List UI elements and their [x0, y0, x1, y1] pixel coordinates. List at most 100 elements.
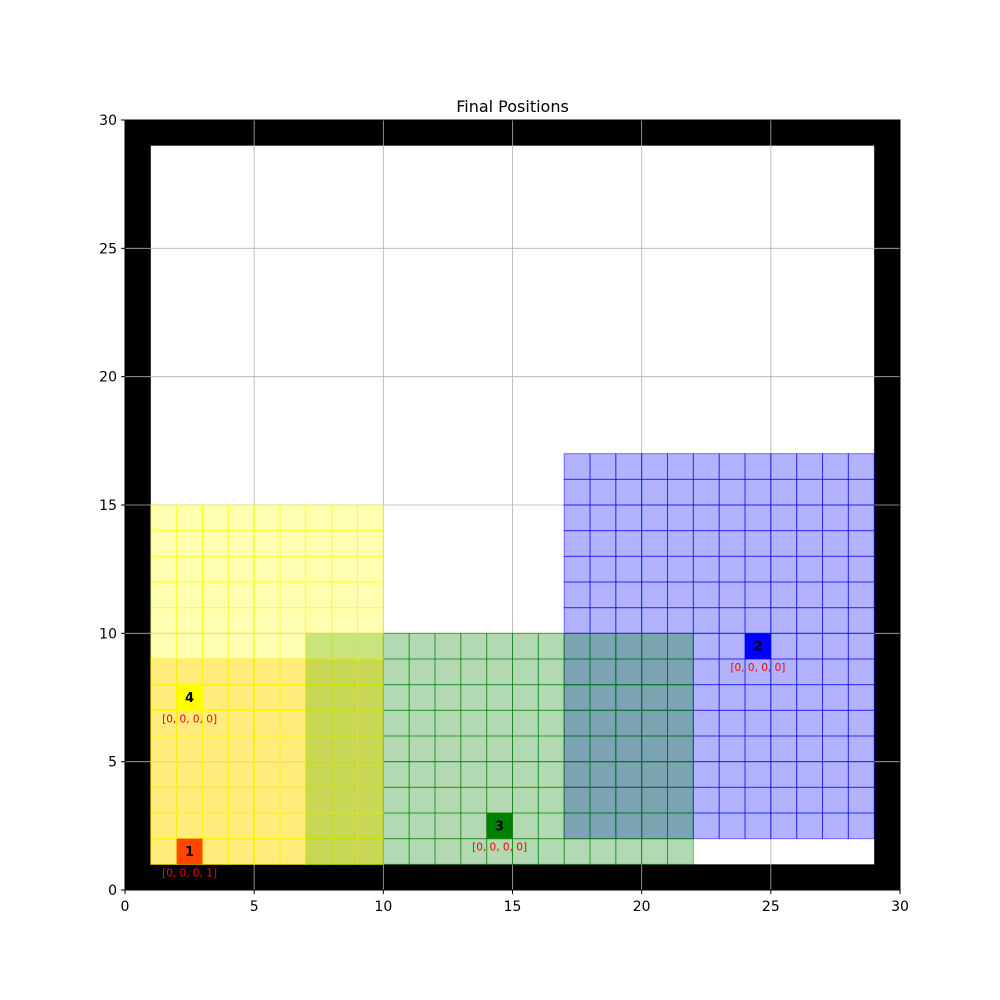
- region-cell: [744, 658, 772, 686]
- region-cell: [176, 581, 204, 609]
- region-cell: [796, 684, 824, 711]
- region-cell: [692, 555, 720, 583]
- region-cell: [641, 786, 669, 814]
- region-cell: [150, 632, 178, 660]
- region-cell: [667, 786, 694, 814]
- region-cell: [822, 504, 849, 532]
- region-cell: [692, 658, 720, 686]
- region-cell: [357, 504, 384, 532]
- region-cell: [512, 735, 539, 763]
- x-tick-label: 5: [250, 899, 259, 915]
- region-cell: [537, 786, 565, 814]
- region-cell: [279, 709, 307, 737]
- region-cell: [253, 684, 281, 711]
- region-cell: [176, 632, 204, 660]
- region-cell: [718, 761, 746, 788]
- region-cell: [744, 453, 772, 480]
- region-cell: [847, 453, 875, 480]
- y-tick-label: 10: [99, 626, 117, 642]
- region-cell: [331, 838, 358, 865]
- region-cell: [563, 786, 591, 814]
- region-cell: [589, 786, 617, 814]
- region-cell: [718, 735, 746, 763]
- region-cell: [512, 786, 539, 814]
- region-cell: [589, 709, 617, 737]
- region-cell: [512, 761, 539, 788]
- region-cell: [744, 684, 772, 711]
- region-cell: [227, 838, 255, 865]
- y-tick-label: 0: [108, 883, 117, 899]
- region-cell: [227, 555, 255, 583]
- x-tick-label: 30: [891, 899, 909, 915]
- region-cell: [744, 709, 772, 737]
- region-cell: [176, 735, 204, 763]
- region-cell: [382, 632, 410, 660]
- region-cell: [434, 786, 462, 814]
- x-tick-label: 0: [121, 899, 130, 915]
- region-cell: [305, 812, 333, 840]
- region-cell: [279, 658, 307, 686]
- region-cell: [847, 530, 875, 557]
- region-cell: [357, 735, 384, 763]
- region-cell: [692, 607, 720, 634]
- region-cell: [744, 607, 772, 634]
- region-cell: [615, 658, 643, 686]
- region-cell: [227, 504, 255, 532]
- region-cell: [331, 761, 358, 788]
- region-cell: [331, 812, 358, 840]
- region-cell: [305, 761, 333, 788]
- region-cell: [563, 684, 591, 711]
- region-cell: [434, 709, 462, 737]
- region-cell: [382, 786, 410, 814]
- agent-label: 2: [753, 640, 762, 655]
- region-cell: [486, 761, 513, 788]
- region-cell: [253, 735, 281, 763]
- region-cell: [460, 684, 488, 711]
- region-cell: [279, 581, 307, 609]
- region-cell: [563, 786, 591, 814]
- y-tick-label: 30: [99, 113, 117, 129]
- region-cell: [667, 478, 694, 506]
- region-cell: [744, 581, 772, 609]
- region-cell: [796, 530, 824, 557]
- region-cell: [847, 735, 875, 763]
- region-cell: [253, 761, 281, 788]
- region-cell: [202, 786, 229, 814]
- region-cell: [486, 786, 513, 814]
- region-cell: [822, 607, 849, 634]
- region-cell: [847, 786, 875, 814]
- region-cell: [589, 838, 617, 865]
- region-cell: [796, 504, 824, 532]
- region-cell: [822, 453, 849, 480]
- region-cell: [822, 581, 849, 609]
- region-cell: [615, 478, 643, 506]
- region-cell: [357, 632, 384, 660]
- region-cell: [744, 530, 772, 557]
- region-cell: [512, 632, 539, 660]
- region-cell: [512, 684, 539, 711]
- y-tick-label: 25: [99, 241, 117, 257]
- region-cell: [718, 812, 746, 840]
- region-cell: [770, 504, 798, 532]
- agent-state-label: [0, 0, 0, 0]: [730, 662, 785, 674]
- region-cell: [357, 838, 384, 865]
- region-cell: [667, 607, 694, 634]
- region-cell: [150, 761, 178, 788]
- region-cell: [512, 709, 539, 737]
- region-cell: [227, 684, 255, 711]
- region-cell: [563, 761, 591, 788]
- region-cell: [796, 658, 824, 686]
- region-cell: [305, 735, 333, 763]
- region-cell: [641, 761, 669, 788]
- region-cell: [770, 684, 798, 711]
- region-cell: [692, 581, 720, 609]
- region-cell: [305, 555, 333, 583]
- x-tick-label: 20: [633, 899, 651, 915]
- region-cell: [615, 812, 643, 840]
- region-cell: [692, 709, 720, 737]
- region-cell: [537, 658, 565, 686]
- region-cell: [408, 632, 436, 660]
- region-cell: [408, 838, 436, 865]
- region-cell: [253, 812, 281, 840]
- region-cell: [615, 453, 643, 480]
